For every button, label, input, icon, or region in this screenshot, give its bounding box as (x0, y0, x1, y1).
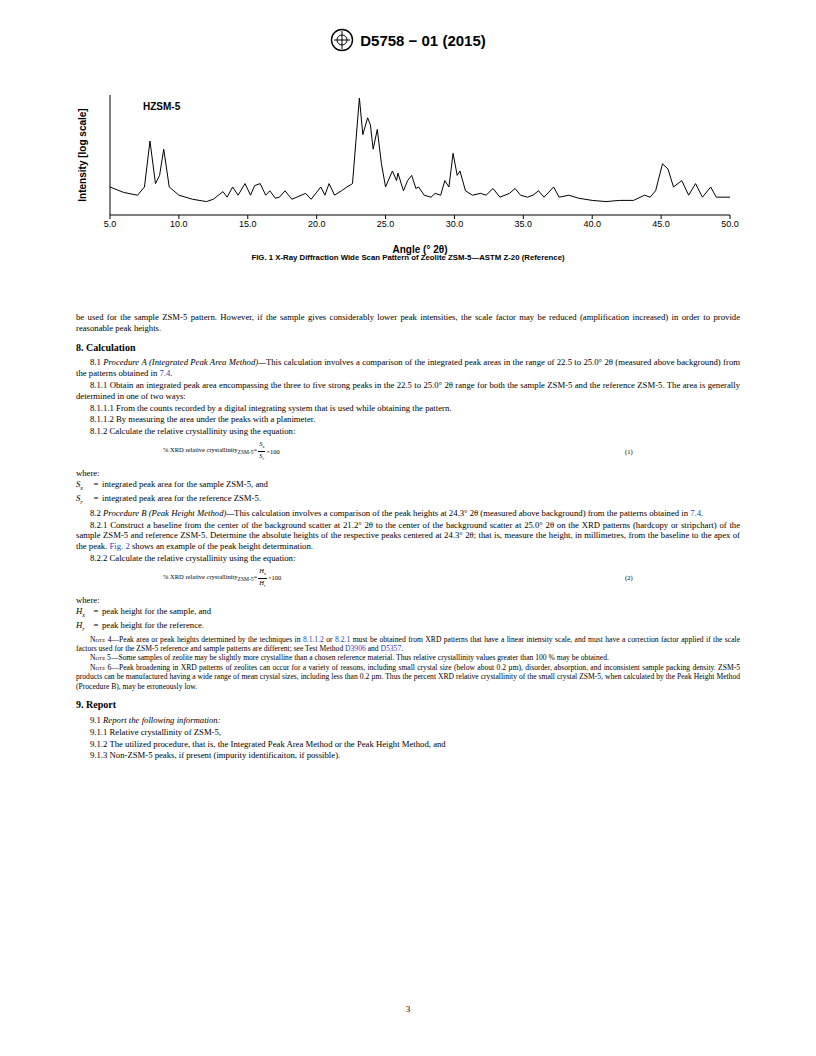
html-text:where:: where: (76, 594, 100, 605)
html-text:Sr: Sr (259, 452, 265, 462)
html-text:8.2 Procedure B (Peak Height M: 8.2 Procedure B (Peak Height Method)— Th… (90, 507, 704, 518)
html-text:9.1.2 The utilized procedure,: 9.1.2 The utilized procedure, that is, t… (90, 738, 446, 749)
svg-text:20.0: 20.0 (308, 219, 326, 229)
html-text:9.1.3 Non-ZSM-5 peaks, if pres: 9.1.3 Non-ZSM-5 peaks, if present (impur… (90, 750, 341, 761)
html-text:Sr: Sr (76, 493, 83, 505)
html-text:Note 6— Peak broadening in XRD: Note 6— Peak broadening in XRD patterns … (76, 662, 740, 691)
html-text:% XRD relative crystallinityZS: % XRD relative crystallinityZSM-5= (163, 446, 258, 456)
html-text:HZSM-5: HZSM-5 (143, 101, 181, 112)
html-text:9. Report: 9. Report (76, 699, 116, 711)
svg-text:Intensity [log scale]: Intensity [log scale] (77, 108, 88, 201)
svg-text:30.0: 30.0 (446, 219, 464, 229)
html-text:FIG. 1 X-Ray Diffraction Wide: FIG. 1 X-Ray Diffraction Wide Scan Patte… (251, 253, 565, 262)
html-text:8.2.1 Construct a baseline fro: 8.2.1 Construct a baseline from the cent… (76, 519, 740, 552)
html-text:Hx: Hx (76, 605, 85, 618)
html-text:8.2.2 Calculate the relative c: 8.2.2 Calculate the relative crystallini… (90, 553, 296, 563)
html-text:Hr: Hr (259, 579, 266, 589)
html-text:×100: ×100 (266, 447, 280, 455)
html-text:= peak height for the referenc: = peak height for the reference. (93, 620, 204, 631)
html-text:8.1.1.1 From the counts record: 8.1.1.1 From the counts recorded by a di… (90, 402, 452, 413)
html-text:Sx: Sx (76, 478, 83, 491)
svg-text:10.0: 10.0 (170, 219, 188, 229)
html-text:Note 5— Some samples of zeolit: Note 5— Some samples of zeolite may be s… (90, 653, 609, 663)
html-text:8.1 Procedure A (Integrated Pe: 8.1 Procedure A (Integrated Peak Area Me… (76, 357, 740, 379)
html-text:8. Calculation: 8. Calculation (76, 341, 136, 353)
html-text:9.1.1 Relative crystallinity o: 9.1.1 Relative crystallinity of ZSM-5, (90, 726, 221, 737)
html-text:9.1 Report the following infor: 9.1 Report the following information: (90, 714, 221, 725)
svg-text:15.0: 15.0 (239, 219, 257, 229)
html-text:be used for the sample ZSM-5 p: be used for the sample ZSM-5 pattern. Ho… (76, 312, 740, 333)
html-text:Note 4— Peak area or peak heig: Note 4— Peak area or peak heights determ… (76, 634, 740, 654)
svg-text:25.0: 25.0 (377, 219, 395, 229)
html-text:(2): (2) (625, 574, 633, 582)
html-text:= integrated peak area for the: = integrated peak area for the sample ZS… (93, 478, 268, 489)
html-text:Hx: Hx (259, 567, 266, 577)
svg-text:Angle (° 2θ): Angle (° 2θ) (392, 244, 448, 255)
html-text:×100: ×100 (267, 574, 282, 582)
svg-text:40.0: 40.0 (583, 219, 601, 229)
html-text:8.1.1 Obtain an integrated pea: 8.1.1 Obtain an integrated peak area enc… (76, 380, 740, 401)
svg-text:45.0: 45.0 (652, 219, 670, 229)
svg-text:35.0: 35.0 (515, 219, 533, 229)
html-text:= peak height for the sample,: = peak height for the sample, and (93, 605, 211, 616)
html-text:8.1.1.2 By measuring the area: 8.1.1.2 By measuring the area under the … (90, 414, 316, 425)
html-text:3: 3 (405, 1004, 411, 1014)
html-text:(1): (1) (625, 447, 633, 455)
html-text:Sx: Sx (259, 440, 265, 450)
svg-text:5.0: 5.0 (104, 219, 117, 229)
html-text:D5758 − 01 (2015): D5758 − 01 (2015) (360, 31, 486, 49)
svg-text:50.0: 50.0 (721, 219, 739, 229)
html-text:% XRD relative crystallinityZS: % XRD relative crystallinityZSM-5= (163, 573, 258, 583)
html-text:= integrated peak area for the: = integrated peak area for the reference… (93, 493, 261, 504)
html-text:where:: where: (76, 468, 100, 478)
html-text:8.1.2 Calculate the relative c: 8.1.2 Calculate the relative crystallini… (90, 426, 296, 437)
html-text:Hr: Hr (76, 620, 85, 632)
